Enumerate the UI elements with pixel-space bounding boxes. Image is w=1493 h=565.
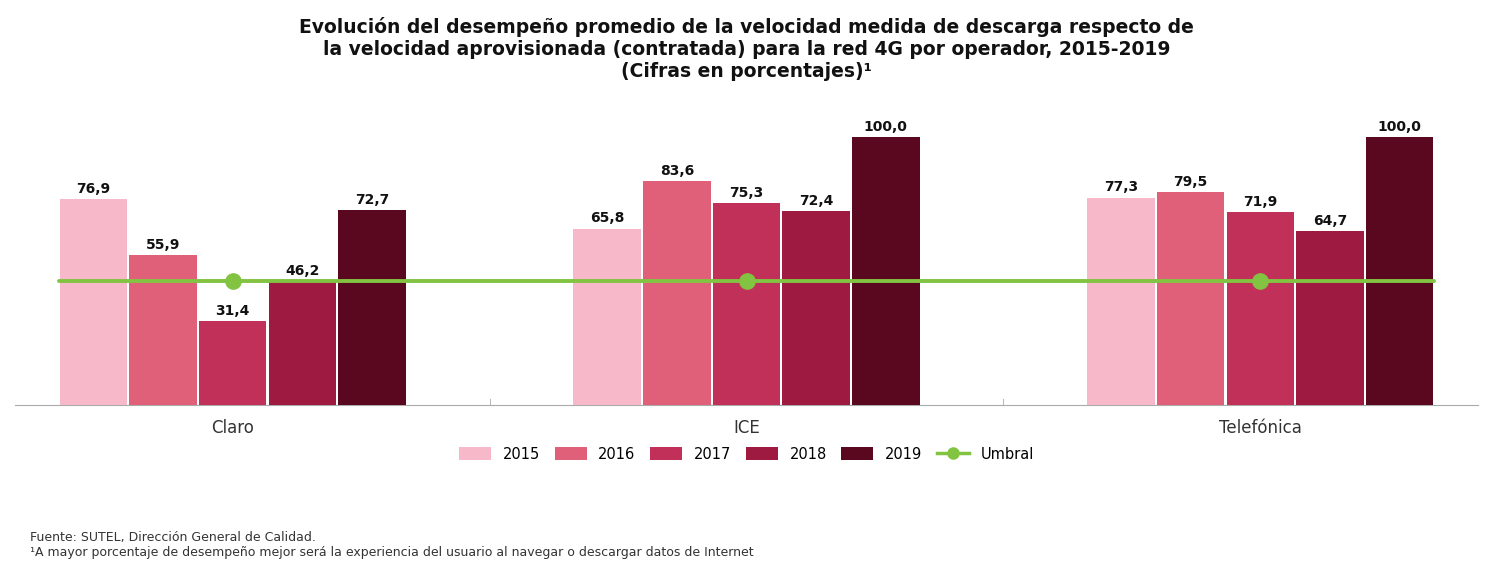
Text: Fuente: SUTEL, Dirección General de Calidad.
¹A mayor porcentaje de desempeño me: Fuente: SUTEL, Dirección General de Cali… (30, 531, 754, 559)
Text: 71,9: 71,9 (1244, 195, 1278, 209)
Text: 65,8: 65,8 (590, 211, 624, 225)
Bar (1087, 198, 1154, 405)
Bar (1366, 137, 1433, 405)
Text: 83,6: 83,6 (660, 163, 694, 177)
Text: 46,2: 46,2 (285, 264, 320, 278)
Bar (269, 281, 336, 405)
Bar (573, 228, 640, 405)
Text: 64,7: 64,7 (1312, 214, 1347, 228)
Bar (1296, 232, 1363, 405)
Bar (782, 211, 850, 405)
Text: 79,5: 79,5 (1173, 175, 1208, 189)
Bar (643, 181, 711, 405)
Bar (199, 321, 266, 405)
Text: Evolución del desempeño promedio de la velocidad medida de descarga respecto de
: Evolución del desempeño promedio de la v… (299, 17, 1194, 81)
Text: 55,9: 55,9 (146, 238, 181, 252)
Text: 100,0: 100,0 (864, 120, 908, 133)
Text: 72,7: 72,7 (355, 193, 390, 207)
Text: 77,3: 77,3 (1103, 180, 1138, 194)
Bar (712, 203, 781, 405)
Text: 100,0: 100,0 (1378, 120, 1421, 133)
Bar (1157, 192, 1224, 405)
Bar (60, 199, 127, 405)
Text: 75,3: 75,3 (730, 186, 763, 200)
Bar (853, 137, 920, 405)
Bar (339, 210, 406, 405)
Legend: 2015, 2016, 2017, 2018, 2019, Umbral: 2015, 2016, 2017, 2018, 2019, Umbral (452, 441, 1041, 467)
Text: 31,4: 31,4 (215, 303, 249, 318)
Text: 72,4: 72,4 (799, 194, 833, 207)
Bar (130, 255, 197, 405)
Text: 76,9: 76,9 (76, 181, 110, 195)
Bar (1227, 212, 1294, 405)
